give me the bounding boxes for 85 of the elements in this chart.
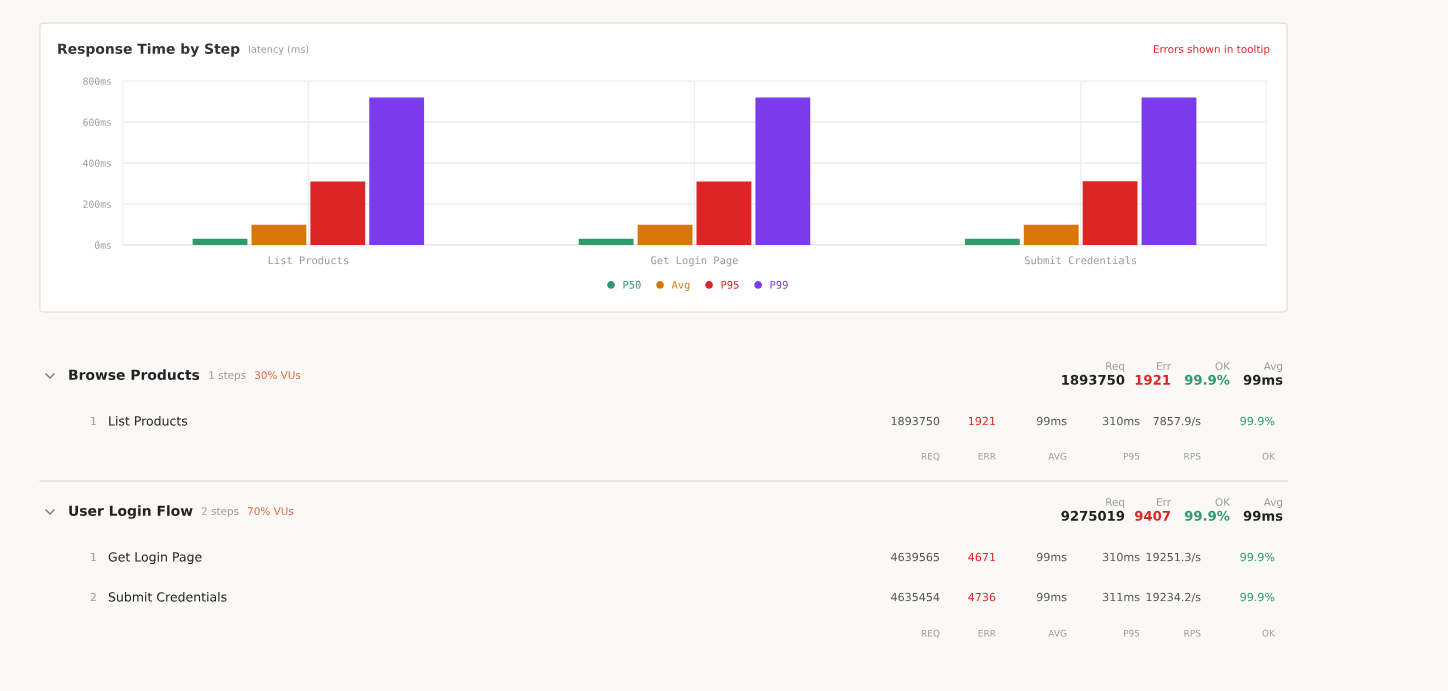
text: List Products [109, 415, 188, 426]
y-tick-label: 800ms [83, 77, 111, 85]
text: Errors shown in tooltip [1153, 44, 1270, 56]
bar [755, 97, 811, 245]
bar [964, 238, 1020, 245]
text: Req [1106, 362, 1125, 373]
text: 4671 [968, 552, 995, 562]
text: 2 [90, 592, 96, 602]
bar [1082, 181, 1138, 245]
bar [192, 238, 248, 245]
text: User Login Flow [69, 505, 193, 519]
text: Err [1157, 498, 1171, 506]
text: Browse Products [69, 369, 200, 381]
text: 7857.9/s [1153, 416, 1201, 427]
legend-label: Avg [671, 280, 690, 291]
text: Err [1157, 362, 1171, 370]
bar [1141, 97, 1197, 245]
text: OK [1215, 362, 1231, 371]
text: 99ms [1036, 552, 1067, 562]
legend-label: P50 [623, 280, 641, 289]
x-tick-label: List Products [268, 256, 349, 265]
chart-subtitle: latency (ms) [249, 45, 309, 55]
text: 9407 [1134, 510, 1170, 521]
text: 70% VUs [247, 507, 294, 516]
text: 1921 [968, 416, 995, 426]
text: 1 steps [209, 371, 246, 382]
bar [310, 181, 366, 245]
text: 99.9% [1240, 592, 1275, 602]
text: 1893750 [891, 416, 940, 426]
text: P95 [1123, 629, 1140, 637]
text: 1893750 [1062, 374, 1125, 385]
text: AVG [1048, 452, 1067, 460]
text: REQ [921, 452, 940, 461]
text: OK [1215, 498, 1231, 507]
bar [696, 181, 752, 245]
text: 4639565 [891, 552, 940, 562]
text: 99ms [1036, 592, 1067, 602]
text: OK [1262, 629, 1276, 637]
legend-label: P99 [770, 280, 788, 289]
bar [637, 224, 693, 245]
text: Avg [1263, 498, 1283, 509]
y-tick-label: 400ms [83, 159, 111, 167]
text: Submit Credentials [108, 591, 227, 602]
text: 1921 [1135, 374, 1171, 385]
bar [578, 238, 634, 245]
text: 4635454 [891, 592, 940, 602]
text: 1 [91, 416, 96, 426]
text: Get Login Page [108, 551, 202, 565]
text: 19251.3/s [1146, 552, 1201, 563]
text: 99ms [1243, 510, 1283, 521]
x-tick-label: Get Login Page [651, 256, 738, 267]
bar [251, 224, 307, 245]
text: Avg [1263, 362, 1283, 373]
text: 99.9% [1184, 510, 1230, 521]
text: 99.9% [1240, 552, 1275, 562]
text: RPS [1184, 629, 1201, 637]
text: 99ms [1036, 416, 1067, 426]
text: AVG [1048, 629, 1067, 637]
text: 30% VUs [255, 371, 301, 380]
bar [1023, 224, 1079, 245]
text: REQ [921, 629, 940, 638]
text: 4736 [968, 592, 996, 602]
text: 99ms [1243, 374, 1283, 385]
bar [369, 97, 425, 245]
text: 99.9% [1184, 374, 1230, 385]
text: 19234.2/s [1146, 592, 1201, 603]
text: Req [1106, 498, 1125, 509]
text: 2 steps [201, 507, 239, 518]
x-tick-label: Submit Credentials [1024, 256, 1137, 265]
y-tick-label: 200ms [83, 200, 111, 208]
legend-label: P95 [721, 280, 739, 289]
text: 310ms [1103, 552, 1140, 562]
y-tick-label: 0ms [94, 241, 111, 249]
text: ERR [978, 452, 996, 460]
text: 1 [91, 552, 96, 562]
text: 311ms [1103, 592, 1140, 602]
text: 9275019 [1061, 510, 1125, 521]
text: P95 [1123, 452, 1140, 460]
text: 99.9% [1240, 416, 1275, 426]
text: 310ms [1103, 416, 1140, 426]
y-tick-label: 600ms [83, 118, 111, 126]
text: RPS [1184, 452, 1201, 460]
text: ERR [978, 629, 996, 637]
text: OK [1262, 452, 1276, 460]
chart-title: Response Time by Step [58, 43, 240, 57]
